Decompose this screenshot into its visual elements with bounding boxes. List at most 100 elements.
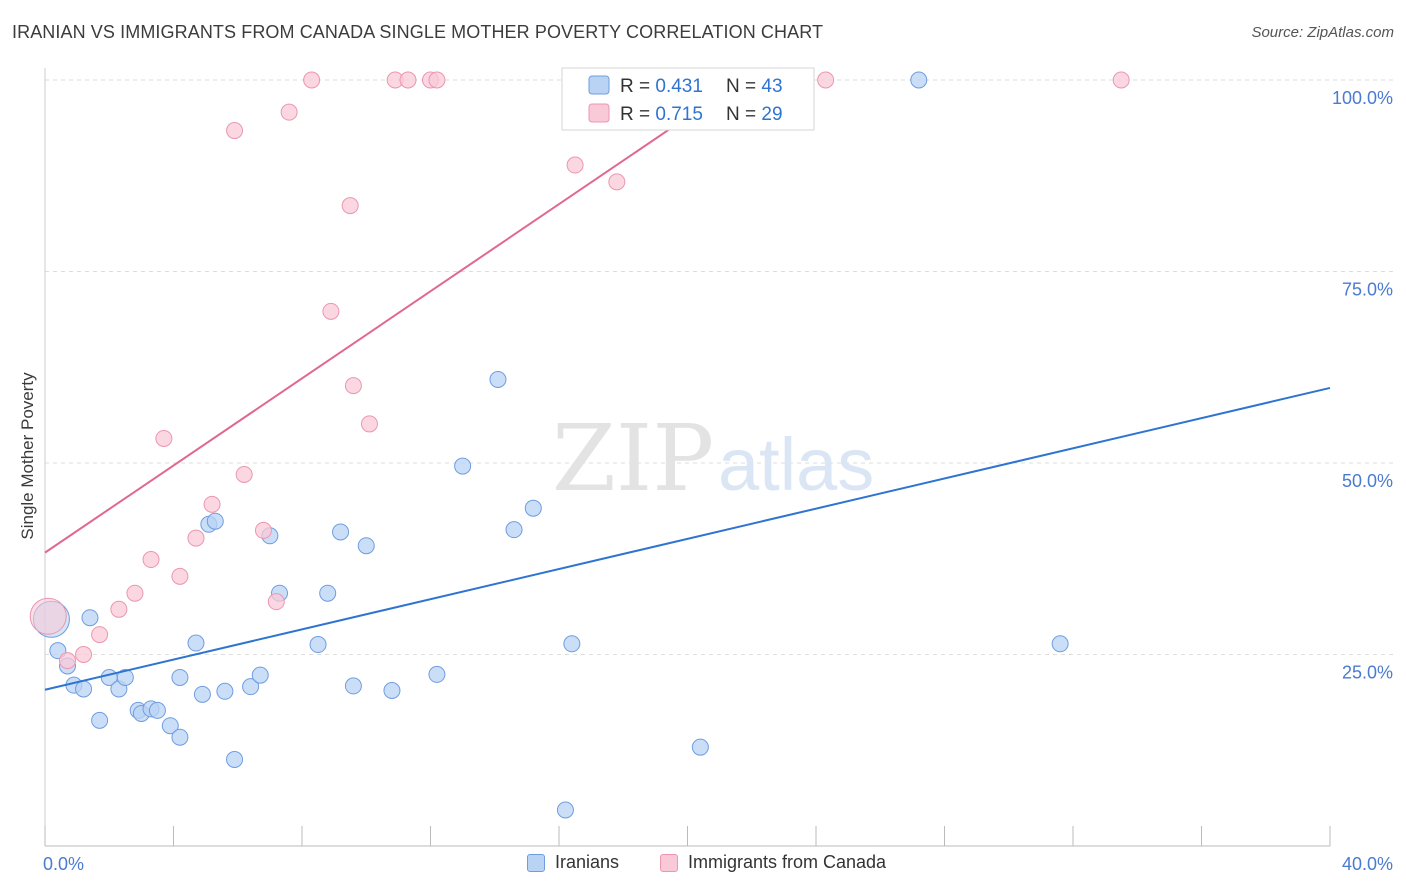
point-immigrants-canada-26 [608,173,626,191]
point-immigrants-canada-27 [817,71,835,89]
y-tick-label-50: 50.0% [1342,471,1393,491]
point-immigrants-canada-9 [187,529,205,547]
point-immigrants-canada-11 [226,122,244,140]
point-immigrants-canada-5 [126,584,144,602]
point-iranians-30 [344,677,362,695]
point-iranians-9 [116,668,134,686]
point-iranians-21 [216,682,234,700]
point-iranians-40 [691,738,709,756]
watermark: ZIP atlas [552,405,874,512]
svg-text:N = 29: N = 29 [726,104,783,125]
svg-text:N = 43: N = 43 [726,76,783,97]
legend-swatch-immigrants-canada [660,853,678,872]
point-iranians-32 [383,682,401,700]
point-immigrants-canada-15 [280,103,298,121]
legend-r-label-0: R = [620,76,655,97]
point-immigrants-canada-18 [341,197,359,215]
legend-label-iranians: Iranians [555,852,620,872]
point-immigrants-canada-3 [91,626,109,644]
point-iranians-23 [242,678,260,696]
x-tick-labels: 0.0% 40.0% [43,854,1393,874]
point-immigrants-canada-12 [235,465,253,483]
legend-n-value-0: 43 [761,76,782,97]
svg-text:R = 0.715: R = 0.715 [620,104,703,125]
trend-lines [44,79,1331,691]
y-axis-label: Single Mother Poverty [18,372,37,540]
point-iranians-22 [226,750,244,768]
point-immigrants-canada-25 [566,156,584,174]
legend-n-label-1: N = [726,104,761,125]
legend-r-value-1: 0.715 [655,104,703,125]
point-immigrants-canada-22 [399,71,417,89]
y-tick-label-75: 75.0% [1342,280,1393,300]
point-iranians-27 [309,636,327,654]
point-iranians-42 [1051,635,1069,653]
source-credit: Source: ZipAtlas.com [1251,24,1394,41]
axes [44,68,1331,847]
point-iranians-37 [524,499,542,517]
legend-r-value-0: 0.431 [655,76,703,97]
legend-n-value-1: 29 [761,104,782,125]
series-points [29,71,1130,819]
legend-swatch-iranians [527,853,545,872]
point-iranians-38 [556,801,574,819]
point-immigrants-canada-8 [171,567,189,585]
x-tick-label-max: 40.0% [1342,854,1393,874]
watermark-atlas: atlas [718,423,874,506]
point-iranians-13 [148,701,166,719]
y-tick-label-100: 100.0% [1332,88,1393,108]
svg-text:R = 0.431: R = 0.431 [620,76,703,97]
legend-r-label-1: R = [620,104,655,125]
point-iranians-14 [161,717,179,735]
point-iranians-41 [910,71,928,89]
point-immigrants-canada-14 [267,593,285,611]
trend-line-iranians [44,386,1331,691]
point-immigrants-canada-19 [344,377,362,395]
point-immigrants-canada-28 [1112,71,1130,89]
series-legend: Iranians Immigrants from Canada [0,852,1406,880]
x-tick-label-min: 0.0% [43,854,84,874]
point-iranians-28 [319,584,337,602]
point-immigrants-canada-16 [303,71,321,89]
grid-lines [45,79,1393,655]
correlation-legend: R = 0.431 N = 43 R = 0.715 N = 29 [561,67,815,131]
point-iranians-31 [357,537,375,555]
point-immigrants-canada-1 [58,652,76,670]
point-iranians-20 [206,512,224,530]
point-iranians-33 [428,665,446,683]
point-iranians-5 [81,609,99,627]
point-iranians-6 [91,711,109,729]
legend-swatch-blue [588,75,610,95]
chart-title: IRANIAN VS IMMIGRANTS FROM CANADA SINGLE… [12,22,824,42]
point-immigrants-canada-2 [75,646,93,663]
y-tick-label-25: 25.0% [1342,663,1393,683]
y-tick-labels: 25.0% 50.0% 75.0% 100.0% [1332,88,1393,683]
point-immigrants-canada-6 [142,551,160,569]
trend-line-immigrants-canada [44,79,743,554]
point-iranians-35 [489,371,507,389]
point-iranians-15 [171,668,189,686]
point-immigrants-canada-0 [29,597,67,635]
point-iranians-39 [563,635,581,653]
point-immigrants-canada-17 [322,302,340,320]
legend-item-immigrants-canada: Immigrants from Canada [660,852,886,873]
watermark-zip: ZIP [552,405,714,512]
legend-item-iranians: Iranians [527,852,619,873]
point-iranians-29 [332,523,350,541]
point-iranians-24 [251,666,269,684]
point-iranians-4 [75,680,93,698]
point-iranians-36 [505,521,523,539]
point-immigrants-canada-13 [254,521,272,539]
point-iranians-16 [171,728,189,746]
point-immigrants-canada-4 [110,600,128,618]
legend-n-label-0: N = [726,76,761,97]
legend-label-immigrants-canada: Immigrants from Canada [688,852,887,872]
point-immigrants-canada-20 [360,415,378,433]
point-iranians-17 [187,634,205,652]
point-immigrants-canada-10 [203,495,221,513]
legend-swatch-pink [588,103,610,123]
point-iranians-18 [193,685,211,703]
point-iranians-34 [454,457,472,475]
point-immigrants-canada-7 [155,429,173,447]
